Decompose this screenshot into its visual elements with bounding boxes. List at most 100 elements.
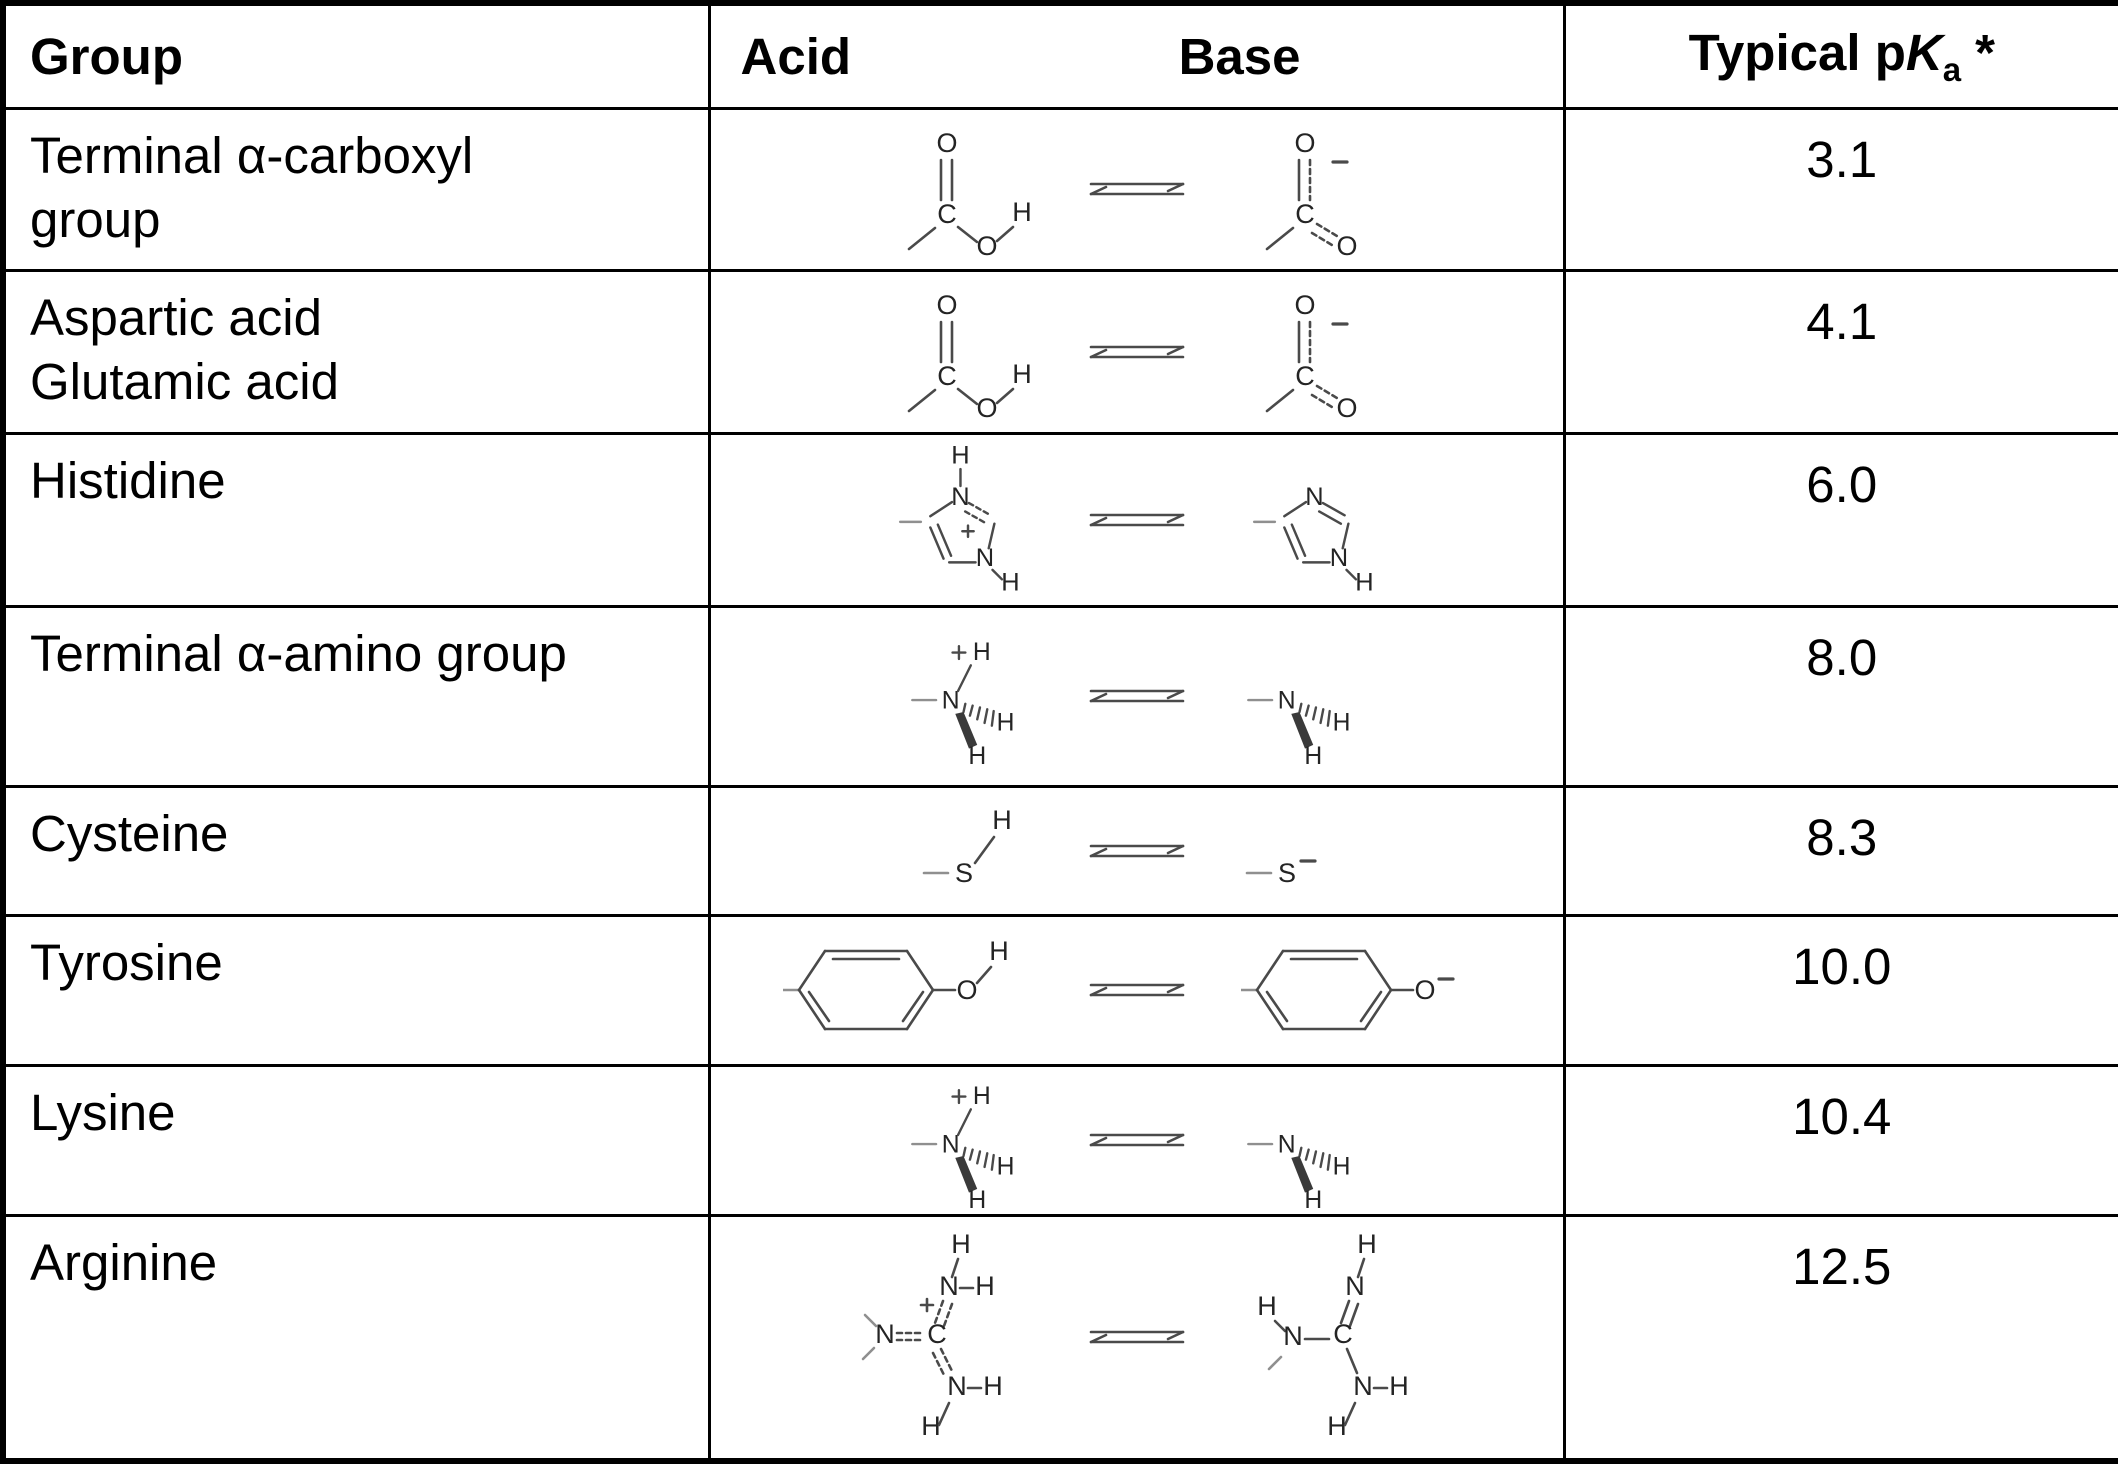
svg-text:H: H: [989, 936, 1009, 966]
column-header-acid-base: Acid Base: [707, 1, 1566, 110]
pka-value: 10.0: [1792, 937, 1892, 995]
group-label: Lysine: [30, 1083, 176, 1141]
svg-text:H: H: [972, 639, 990, 666]
column-header-pka: Typical pKa *: [1562, 1, 2118, 110]
svg-text:N: N: [1329, 544, 1347, 572]
svg-text:N: N: [1277, 687, 1295, 714]
group-cell: Lysine: [1, 1063, 711, 1217]
svg-text:H: H: [968, 743, 986, 767]
svg-text:H: H: [996, 709, 1014, 736]
group-cell: Arginine: [1, 1213, 711, 1463]
group-label: Arginine: [30, 1233, 218, 1291]
column-header-group: Group: [1, 1, 711, 110]
group-label: Cysteine: [30, 804, 229, 862]
svg-text:H: H: [983, 1371, 1003, 1401]
svg-text:O: O: [936, 290, 957, 320]
svg-text:H: H: [1304, 743, 1322, 767]
svg-text:H: H: [996, 1153, 1014, 1180]
pka-value-cell: 8.0: [1562, 604, 2118, 788]
svg-text:O: O: [1336, 231, 1357, 257]
svg-text:N: N: [1345, 1271, 1365, 1301]
pka-value-cell: 8.3: [1562, 784, 2118, 917]
group-label: Histidine: [30, 451, 226, 509]
svg-text:O: O: [1336, 393, 1357, 419]
group-label: Glutamic acid: [30, 353, 339, 411]
equilibrium-arrow-icon: [1087, 977, 1187, 1003]
svg-text:N: N: [951, 483, 969, 511]
svg-text:N: N: [941, 1131, 959, 1158]
pka-value: 4.1: [1806, 292, 1878, 350]
group-label: Aspartic acid: [30, 288, 322, 346]
equilibrium-arrow-icon: [1087, 838, 1187, 864]
svg-text:H: H: [1332, 1153, 1350, 1180]
svg-text:C: C: [1333, 1319, 1353, 1349]
pka-value: 10.4: [1792, 1087, 1892, 1145]
pka-header-prefix: Typical p: [1688, 24, 1906, 82]
pka-header-subscript: a: [1942, 51, 1962, 89]
svg-text:N: N: [975, 544, 993, 572]
svg-text:N: N: [941, 687, 959, 714]
svg-text:H: H: [1001, 569, 1019, 597]
group-label: Terminal α-amino group: [30, 624, 567, 682]
equilibrium-arrow-icon: [1087, 1127, 1187, 1153]
svg-text:H: H: [951, 441, 969, 469]
svg-text:H: H: [1012, 359, 1032, 389]
pka-value: 6.0: [1806, 455, 1878, 513]
group-cell: Histidine: [1, 431, 711, 608]
svg-text:N: N: [1283, 1321, 1303, 1351]
pka-header-asterisk: *: [1975, 24, 1995, 82]
svg-text:C: C: [1295, 199, 1315, 229]
svg-text:N: N: [875, 1319, 895, 1349]
pka-value-cell: 4.1: [1562, 268, 2118, 435]
svg-text:O: O: [956, 975, 977, 1005]
svg-text:H: H: [992, 805, 1012, 835]
svg-text:O: O: [976, 231, 997, 257]
group-cell: Aspartic acid Glutamic acid: [1, 268, 711, 435]
pka-value: 12.5: [1792, 1237, 1892, 1295]
pka-value-cell: 12.5: [1562, 1213, 2118, 1463]
base-structure: O: [1240, 933, 1491, 1048]
svg-text:O: O: [1294, 128, 1315, 158]
svg-text:O: O: [1414, 975, 1435, 1005]
svg-text:C: C: [927, 1319, 947, 1349]
pka-value-cell: 3.1: [1562, 106, 2118, 272]
svg-text:H: H: [975, 1271, 995, 1301]
pka-value: 3.1: [1806, 130, 1878, 188]
svg-text:O: O: [1294, 290, 1315, 320]
svg-text:C: C: [937, 199, 957, 229]
svg-text:N: N: [939, 1271, 959, 1301]
group-label: Tyrosine: [30, 933, 223, 991]
svg-text:O: O: [936, 128, 957, 158]
pka-value-cell: 10.4: [1562, 1063, 2118, 1217]
svg-text:H: H: [972, 1083, 990, 1110]
svg-text:C: C: [1295, 361, 1315, 391]
equilibrium-arrow-icon: [1087, 507, 1187, 533]
pka-value: 8.0: [1806, 628, 1878, 686]
svg-text:H: H: [1257, 1291, 1277, 1321]
equilibrium-arrow-icon: [1087, 176, 1187, 202]
